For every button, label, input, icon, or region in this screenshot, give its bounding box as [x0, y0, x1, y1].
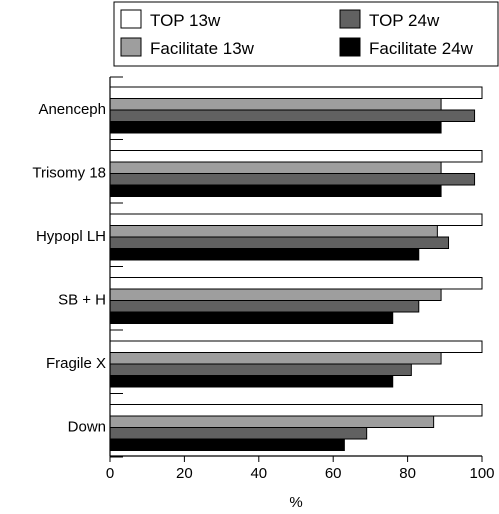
x-tick-label: 80 [399, 465, 416, 482]
bar-down-facilitate-24w [109, 438, 345, 451]
bar-sb-h-top-24w [109, 300, 420, 313]
legend-swatch-top-24w [339, 9, 361, 29]
bar-trisomy-18-facilitate-13w [109, 161, 442, 174]
category-label-hypopl-lh: Hypopl LH [36, 228, 106, 245]
category-labels: Anenceph Trisomy 18 Hypopl LH SB + H Fragile… [32, 101, 106, 436]
bar-hypopl-lh-facilitate-13w [109, 225, 438, 238]
bar-down-facilitate-13w [109, 415, 435, 428]
legend-label-top-24w: TOP 24w [369, 11, 440, 30]
x-axis-title: % [289, 494, 302, 511]
category-label-anenceph: Anenceph [38, 101, 106, 118]
legend-label-top-13w: TOP 13w [150, 11, 221, 30]
x-axis: 0 20 40 60 80 100 [106, 455, 495, 482]
x-tick-label: 40 [250, 465, 267, 482]
x-tick-label: 100 [469, 465, 494, 482]
legend-swatch-top-13w [120, 9, 142, 29]
x-tick-label: 20 [176, 465, 193, 482]
category-label-down: Down [68, 418, 106, 435]
bar-fragile-x-top-24w [109, 363, 412, 376]
bar-anenceph-top-13w [109, 86, 483, 99]
bar-down-top-13w [109, 404, 483, 417]
bar-trisomy-18-top-24w [109, 173, 476, 186]
bar-anenceph-top-24w [109, 109, 476, 122]
category-label-trisomy-18: Trisomy 18 [32, 164, 106, 181]
bar-hypopl-lh-top-13w [109, 213, 483, 226]
bar-sb-h-facilitate-24w [109, 311, 394, 324]
legend-label-facilitate-24w: Facilitate 24w [369, 39, 474, 58]
x-tick-label: 0 [106, 465, 114, 482]
bar-sb-h-facilitate-13w [109, 288, 442, 301]
bar-fragile-x-top-13w [109, 340, 483, 353]
legend: TOP 13w Facilitate 13w TOP 24w Facilitat… [113, 1, 499, 67]
bar-sb-h-top-13w [109, 277, 483, 290]
bar-trisomy-18-facilitate-24w [109, 184, 442, 197]
bar-hypopl-lh-facilitate-24w [109, 248, 420, 261]
bar-anenceph-facilitate-24w [109, 121, 442, 134]
bar-anenceph-facilitate-13w [109, 98, 442, 111]
bar-trisomy-18-top-13w [109, 150, 483, 163]
bar-fragile-x-facilitate-24w [109, 375, 394, 388]
legend-box [113, 1, 499, 67]
x-tick-label: 60 [325, 465, 342, 482]
bar-down-top-24w [109, 427, 368, 440]
category-label-sb-h: SB + H [58, 291, 106, 308]
legend-label-facilitate-13w: Facilitate 13w [150, 39, 255, 58]
bar-fragile-x-facilitate-13w [109, 352, 442, 365]
plot-area: Anenceph Trisomy 18 Hypopl LH SB + H Fragile… [32, 76, 495, 482]
y-axis [109, 76, 123, 458]
legend-swatch-facilitate-24w [339, 37, 361, 57]
category-label-fragile-x: Fragile X [46, 355, 106, 372]
legend-swatch-facilitate-13w [120, 37, 142, 57]
bar-hypopl-lh-top-24w [109, 236, 450, 249]
